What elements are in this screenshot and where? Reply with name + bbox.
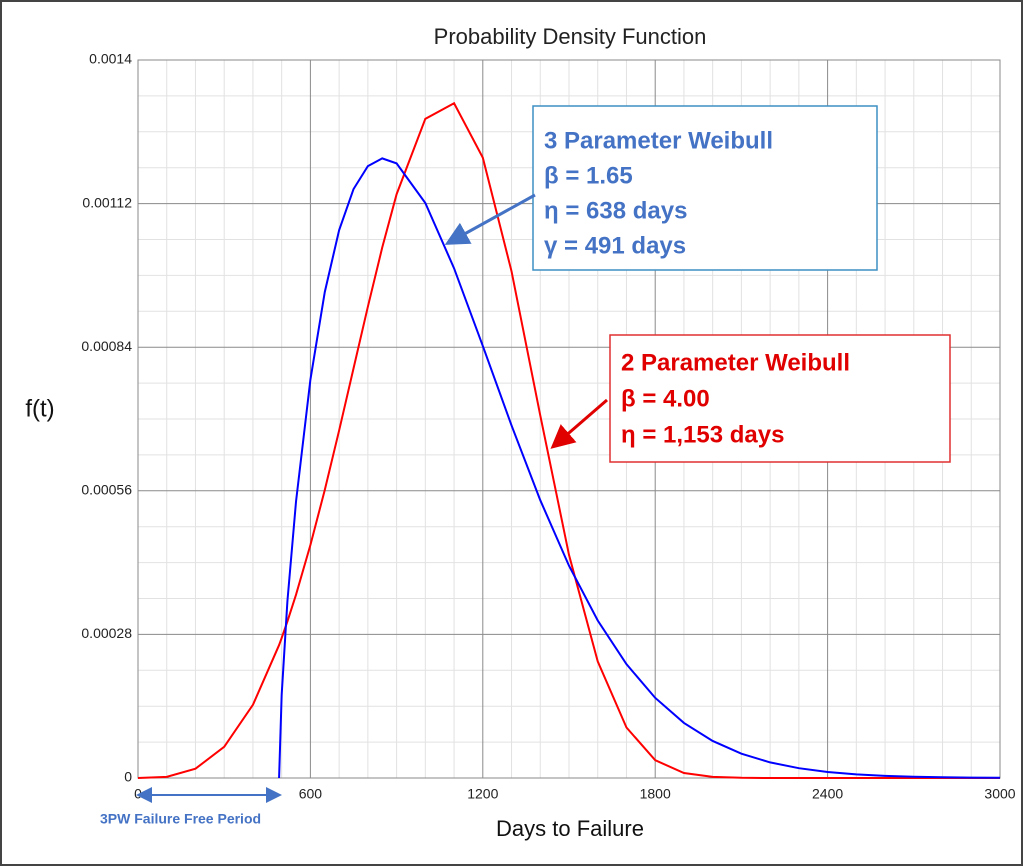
annotations: 3 Parameter Weibull β = 1.65 η = 638 days γ… xyxy=(444,105,951,463)
series-line xyxy=(137,101,1000,779)
x-tick-label: 2400 xyxy=(812,786,843,802)
series-line xyxy=(278,157,1001,779)
y-tick-label: 0.0014 xyxy=(89,51,132,67)
x-tick-label: 0 xyxy=(134,786,142,802)
annotation-arrow xyxy=(444,193,536,245)
annotation-text: β = 4.00 xyxy=(621,385,710,412)
annotation-text: η = 1,153 days xyxy=(621,421,784,448)
y-tick-label: 0.00084 xyxy=(81,338,132,354)
y-tick-label: 0 xyxy=(124,769,132,785)
chart-title: Probability Density Function xyxy=(434,24,707,49)
annotation-text: γ = 491 days xyxy=(544,232,686,259)
x-tick-label: 1800 xyxy=(640,786,671,802)
annotation-text: η = 638 days xyxy=(544,197,687,224)
failure-free-label: 3PW Failure Free Period xyxy=(100,811,261,827)
y-tick-label: 0.00112 xyxy=(82,194,132,210)
plot xyxy=(137,101,1001,779)
annotation-text: β = 1.65 xyxy=(544,162,633,189)
annotation-box xyxy=(609,334,951,463)
annotation-text: 3 Parameter Weibull xyxy=(544,127,773,154)
x-axis-label: Days to Failure xyxy=(496,816,644,841)
x-tick-label: 600 xyxy=(299,786,323,802)
annotation-arrow xyxy=(550,398,608,449)
y-tick-label: 0.00028 xyxy=(81,625,132,641)
y-tick-label: 0.00056 xyxy=(81,482,132,498)
annotation-text: 2 Parameter Weibull xyxy=(621,349,850,376)
annotation-box xyxy=(532,105,878,271)
y-axis-label: f(t) xyxy=(25,395,54,422)
x-tick-label: 3000 xyxy=(984,786,1015,802)
x-tick-label: 1200 xyxy=(467,786,498,802)
